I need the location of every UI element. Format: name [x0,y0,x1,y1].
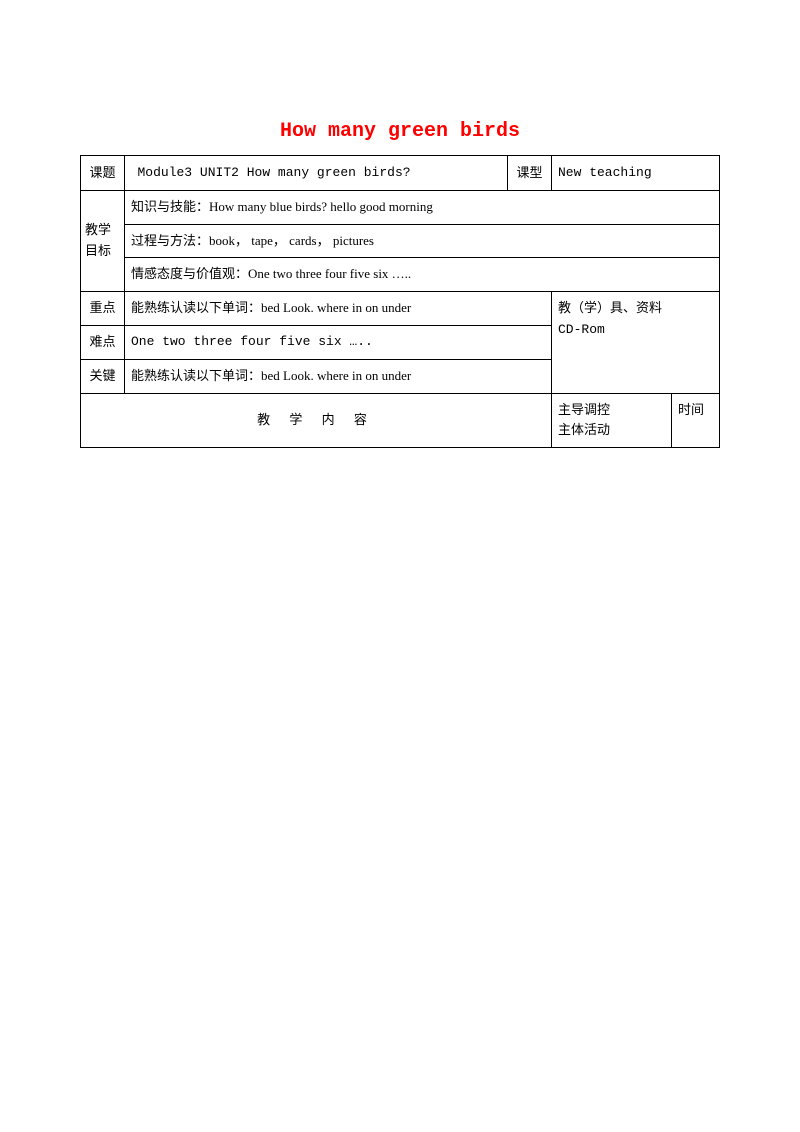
activity-line1: 主导调控 [558,402,610,417]
label-key: 关键 [81,359,125,393]
row-content-header: 教 学 内 容 主导调控 主体活动 时间 [81,393,720,448]
label-focus: 重点 [81,292,125,326]
activity-line2: 主体活动 [558,422,610,437]
row-goal-2: 过程与方法：book， tape， cards， pictures [81,224,720,258]
materials-cell: 教（学）具、资料 CD-Rom [552,292,720,393]
content-header-text: 教 学 内 容 [257,412,375,427]
value-focus: 能熟练认读以下单词：bed Look. where in on under [125,292,552,326]
value-key: 能熟练认读以下单词：bed Look. where in on under [125,359,552,393]
page-title: How many green birds [80,120,720,143]
materials-line2: CD-Rom [558,322,605,337]
value-type: New teaching [552,156,720,191]
row-goal-3: 情感态度与价值观：One two three four five six ….. [81,258,720,292]
label-type: 课型 [508,156,552,191]
label-goal: 教学目标 [81,190,125,291]
label-diff: 难点 [81,325,125,359]
col-activity: 主导调控 主体活动 [552,393,672,448]
lesson-plan-table: 课题 Module3 UNIT2 How many green birds? 课… [80,155,720,448]
goal-line2: 过程与方法：book， tape， cards， pictures [125,224,720,258]
row-topic: 课题 Module3 UNIT2 How many green birds? 课… [81,156,720,191]
label-topic: 课题 [81,156,125,191]
value-topic: Module3 UNIT2 How many green birds? [125,156,508,191]
goal-line1: 知识与技能：How many blue birds? hello good mo… [125,190,720,224]
col-time: 时间 [672,393,720,448]
goal-line3: 情感态度与价值观：One two three four five six ….. [125,258,720,292]
row-focus: 重点 能熟练认读以下单词：bed Look. where in on under… [81,292,720,326]
row-goal-1: 教学目标 知识与技能：How many blue birds? hello go… [81,190,720,224]
type-text: New teaching [558,165,652,180]
materials-line1: 教（学）具、资料 [558,300,662,315]
content-header: 教 学 内 容 [81,393,552,448]
value-diff: One two three four five six ….. [125,325,552,359]
topic-text: Module3 UNIT2 How many green birds? [138,165,411,180]
